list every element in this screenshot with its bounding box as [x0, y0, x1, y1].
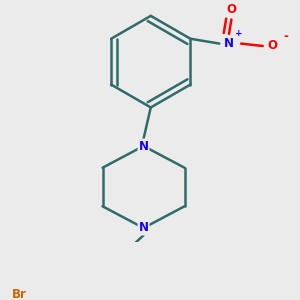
Text: O: O	[226, 3, 236, 16]
Text: N: N	[139, 221, 148, 235]
Text: Br: Br	[12, 288, 27, 300]
Text: -: -	[283, 30, 288, 43]
Text: O: O	[267, 40, 278, 52]
Text: N: N	[139, 140, 148, 152]
Text: +: +	[235, 29, 242, 38]
Text: N: N	[224, 37, 234, 50]
